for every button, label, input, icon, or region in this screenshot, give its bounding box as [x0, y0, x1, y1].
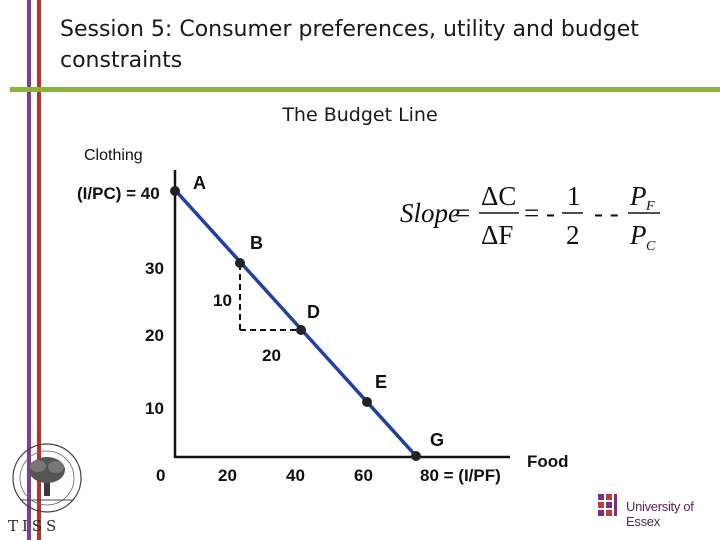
- point-label-e: E: [375, 372, 387, 392]
- title-divider: [10, 87, 720, 92]
- eq-equals: =: [455, 198, 470, 228]
- decor-bar-red: [37, 0, 41, 540]
- y-tick: 0: [156, 466, 165, 485]
- y-tick: 10: [145, 399, 164, 418]
- run-label: 20: [262, 346, 281, 365]
- eq-num3-sub: F: [645, 199, 655, 214]
- point-b: [235, 258, 245, 268]
- point-label-a: A: [193, 173, 206, 193]
- x-tick: 40: [286, 466, 305, 485]
- point-a: [170, 186, 180, 196]
- point-label-d: D: [307, 302, 320, 322]
- eq-num2: 1: [567, 181, 581, 211]
- eq-minus2: - -: [594, 198, 619, 228]
- y-tick: 30: [145, 259, 164, 278]
- y-axis-label: Clothing: [84, 147, 143, 164]
- essex-logo: [598, 494, 617, 516]
- eq-num1: ΔC: [481, 181, 516, 211]
- eq-equals-minus: = -: [524, 198, 555, 228]
- slide-title: Session 5: Consumer preferences, utility…: [60, 17, 639, 73]
- eq-slope: Slope: [400, 198, 460, 228]
- tiss-logo-text: TISS: [8, 517, 61, 535]
- essex-logo-text: University of Essex: [626, 499, 694, 529]
- y-intercept-label: (I/PC) = 40: [77, 184, 160, 203]
- rise-label: 10: [213, 291, 232, 310]
- point-g: [411, 451, 421, 461]
- tiss-logo: [12, 443, 82, 513]
- slide-subtitle: The Budget Line: [282, 104, 438, 126]
- decor-bar-purple: [27, 0, 31, 540]
- budget-line: [173, 188, 418, 458]
- slope-equation: Slope = ΔC ΔF = - 1 2 - - P F P C: [400, 181, 660, 254]
- point-d: [296, 325, 306, 335]
- x-tick: 60: [354, 466, 373, 485]
- point-label-g: G: [430, 430, 444, 450]
- eq-num3: P: [629, 181, 647, 211]
- eq-den2: 2: [566, 220, 580, 250]
- point-e: [362, 397, 372, 407]
- eq-den3-sub: C: [646, 239, 656, 254]
- x-axis-label: Food: [527, 452, 569, 471]
- eq-den1: ΔF: [481, 220, 513, 250]
- point-label-b: B: [250, 233, 263, 253]
- x-intercept-label: 80 = (I/PF): [420, 466, 501, 485]
- y-tick: 20: [145, 326, 164, 345]
- eq-den3: P: [629, 220, 647, 250]
- x-tick: 20: [218, 466, 237, 485]
